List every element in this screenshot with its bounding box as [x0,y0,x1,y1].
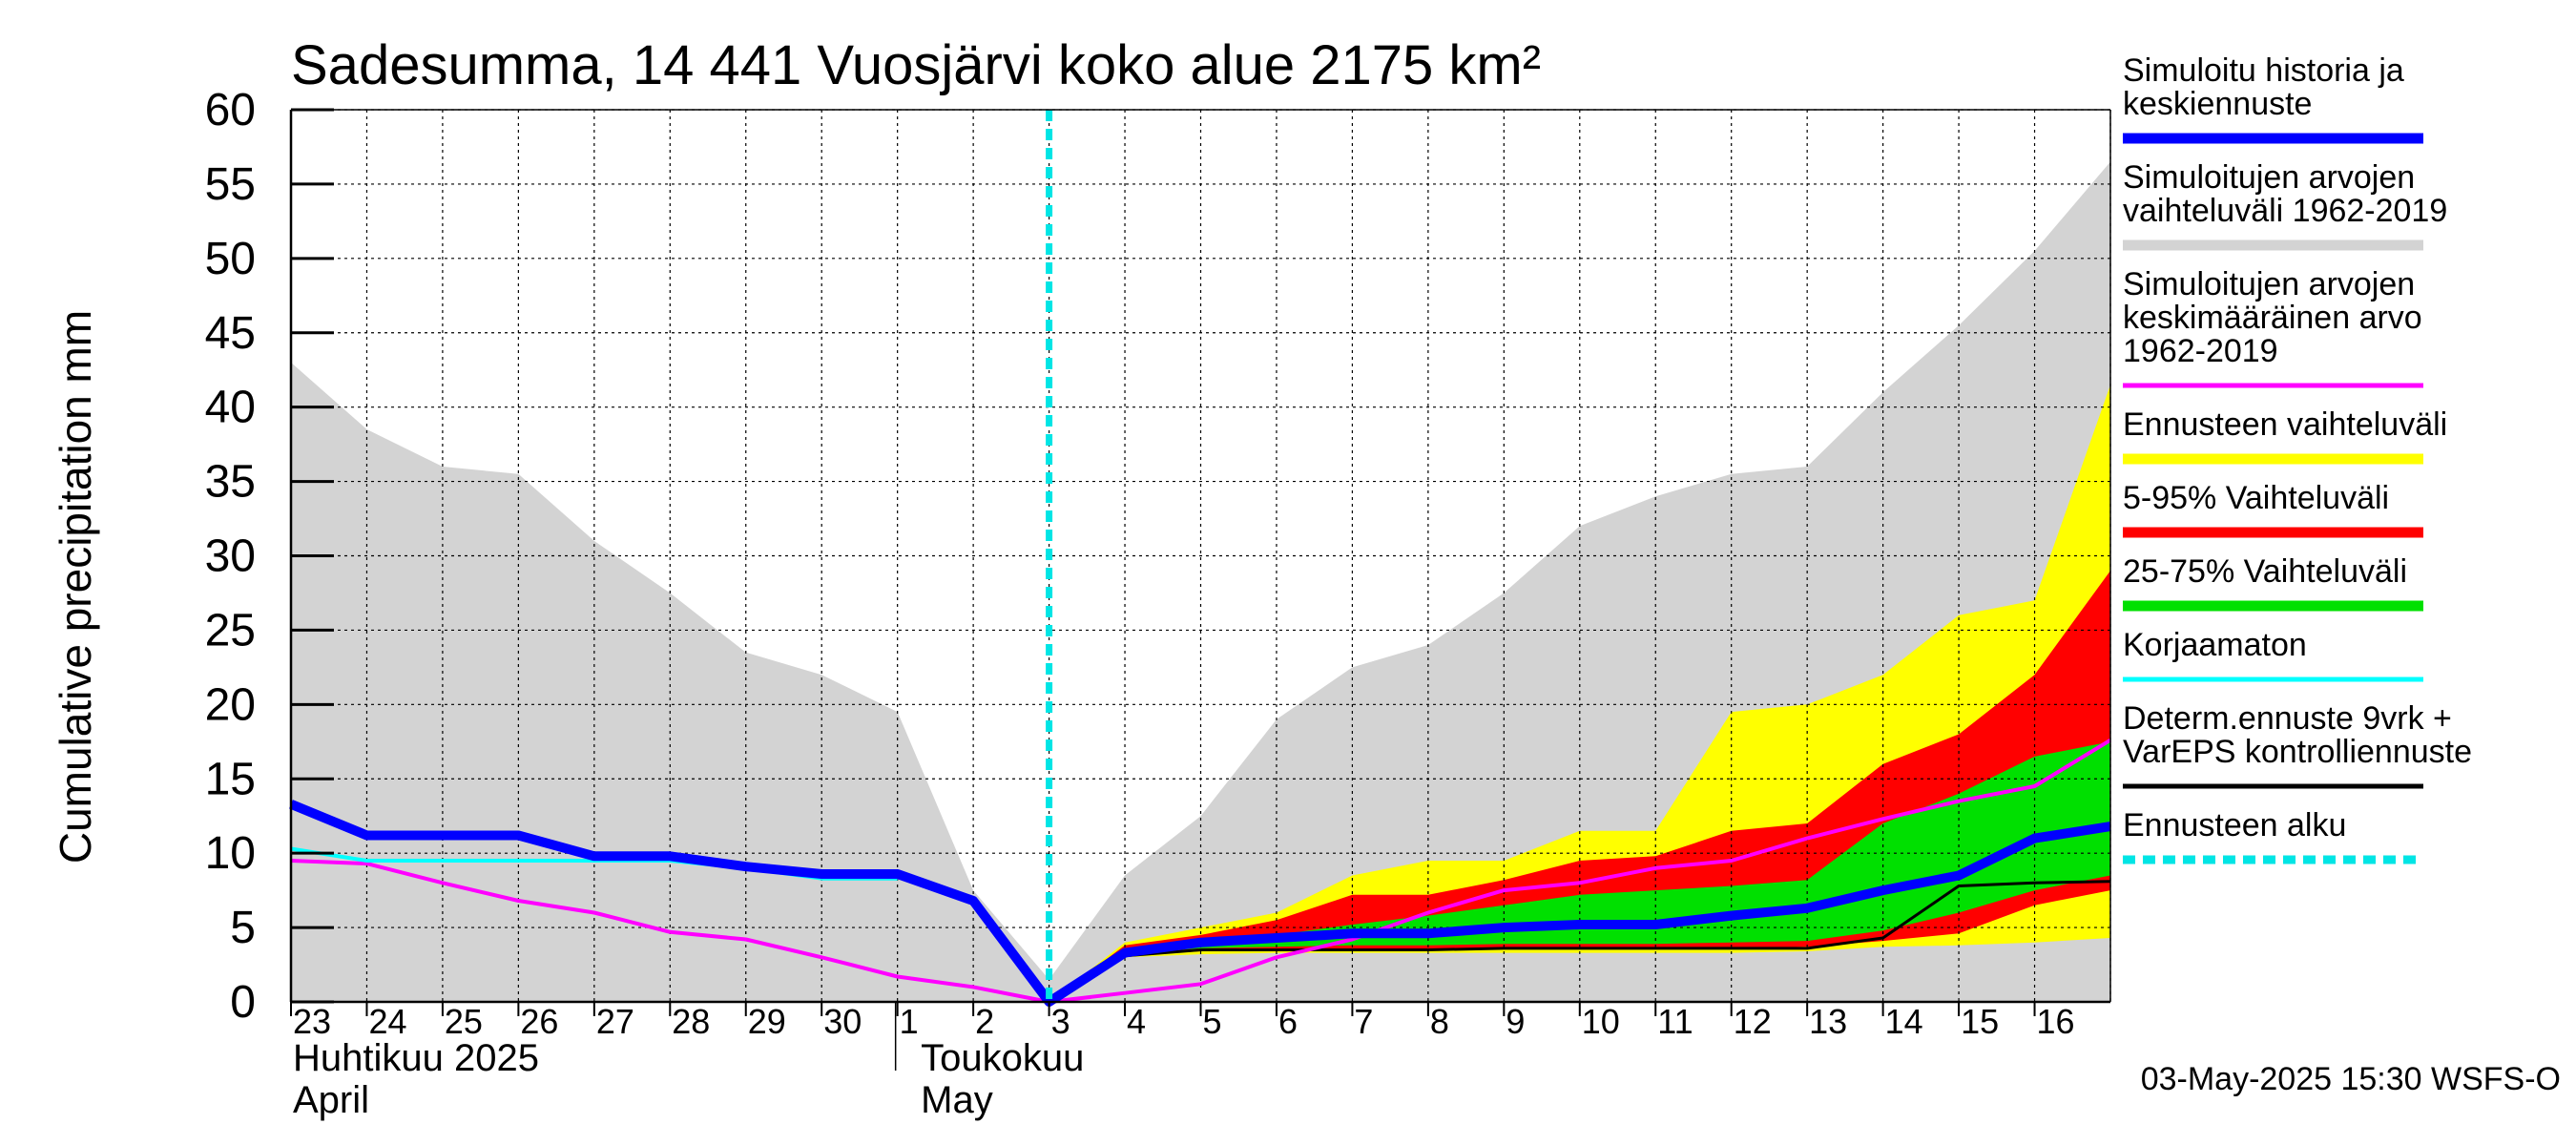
month-label: May [921,1079,993,1121]
y-axis-label: Cumulative precipitation mm [51,310,100,864]
x-tick-label: 26 [520,1002,558,1041]
x-tick-label: 6 [1278,1002,1298,1041]
legend-text: Simuloitujen arvojen [2123,159,2415,196]
x-tick-label: 8 [1430,1002,1449,1041]
y-tick-label: 10 [205,828,256,879]
y-tick-label: 45 [205,308,256,359]
x-tick-label: 5 [1203,1002,1222,1041]
x-tick-label: 24 [368,1002,406,1041]
legend-text: Simuloitujen arvojen [2123,266,2415,302]
legend-text: Ennusteen vaihteluväli [2123,406,2447,443]
x-tick-label: 30 [823,1002,862,1041]
x-tick-label: 1 [900,1002,919,1041]
x-tick-label: 13 [1809,1002,1847,1041]
legend-text: 1962-2019 [2123,333,2278,369]
legend-text: Korjaamaton [2123,627,2307,663]
legend-text: VarEPS kontrolliennuste [2123,734,2472,770]
legend-text: Determ.ennuste 9vrk + [2123,700,2452,737]
x-tick-label: 2 [975,1002,994,1041]
x-tick-label: 15 [1961,1002,1999,1041]
month-label: Toukokuu [921,1037,1084,1079]
y-tick-label: 0 [230,977,256,1028]
y-tick-label: 25 [205,605,256,656]
y-tick-label: 40 [205,383,256,433]
y-tick-label: 20 [205,679,256,730]
legend-text: 25-75% Vaihteluväli [2123,553,2407,590]
timestamp: 03-May-2025 15:30 WSFS-O [2141,1061,2561,1097]
legend-text: Ennusteen alku [2123,807,2346,843]
y-tick-label: 15 [205,754,256,804]
x-tick-label: 7 [1354,1002,1373,1041]
x-tick-label: 23 [293,1002,331,1041]
x-tick-label: 16 [2037,1002,2075,1041]
x-tick-label: 14 [1885,1002,1923,1041]
y-tick-label: 5 [230,903,256,953]
y-tick-label: 60 [205,85,256,135]
legend-text: keskiennuste [2123,86,2312,122]
plot-areas [291,161,2110,1002]
x-tick-label: 28 [672,1002,710,1041]
legend-text: 5-95% Vaihteluväli [2123,480,2389,516]
history-median-line [289,800,2111,1007]
x-tick-label: 29 [748,1002,786,1041]
axes [289,108,2111,1071]
x-tick-label: 4 [1127,1002,1146,1041]
legend-text: keskimääräinen arvo [2123,300,2422,336]
x-tick-label: 3 [1051,1002,1070,1041]
mean-1962-2019-line [290,738,2112,1004]
y-tick-label: 55 [205,159,256,210]
y-tick-label: 35 [205,457,256,508]
deterministic-forecast-line [1048,880,2111,1004]
y-tick-label: 30 [205,531,256,582]
x-tick-label: 27 [596,1002,634,1041]
x-tick-label: 11 [1657,1002,1693,1041]
y-tick-label: 50 [205,234,256,284]
legend-text: Simuloitu historia ja [2123,52,2404,89]
x-tick-label: 12 [1734,1002,1772,1041]
legend-text: vaihteluväli 1962-2019 [2123,193,2447,229]
x-tick-label: 10 [1582,1002,1620,1041]
x-tick-label: 25 [445,1002,483,1041]
chart-title: Sadesumma, 14 441 Vuosjärvi koko alue 21… [291,34,1541,96]
month-label: April [293,1079,369,1121]
month-label: Huhtikuu 2025 [293,1037,539,1079]
plot-lines [289,110,2112,1007]
y-tick-labels: 0 5 10 15 20 25 30 35 40 45 50 55 60 [205,85,256,1028]
x-tick-label: 9 [1506,1002,1525,1041]
x-tick-labels: 23 24 25 26 27 28 29 30 1 2 3 4 5 6 7 8 9 10 11 12 13 14 15 16 [293,1002,2075,1041]
